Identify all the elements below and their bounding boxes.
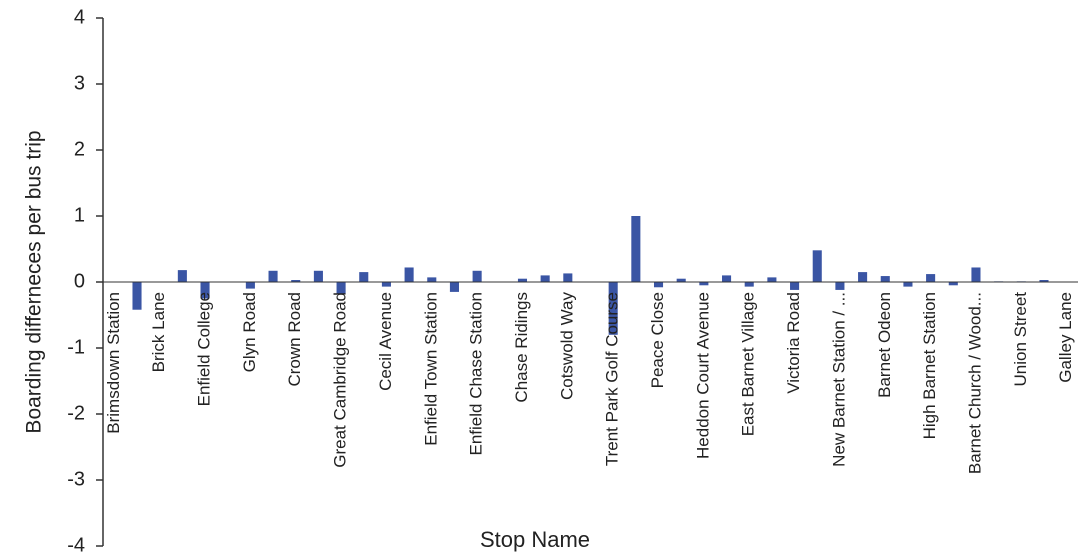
- bar: [813, 250, 822, 282]
- x-tick-label: East Barnet Village: [739, 292, 758, 436]
- bar: [881, 276, 890, 282]
- x-tick-label: Enfield Chase Station: [467, 292, 486, 456]
- x-tick-label: Peace Close: [648, 292, 667, 388]
- bar: [246, 282, 255, 289]
- y-tick-label: -1: [67, 336, 85, 358]
- x-tick-label: Cotswold Way: [557, 292, 576, 401]
- bar: [541, 275, 550, 282]
- y-tick-label: 1: [74, 204, 85, 226]
- bar: [903, 282, 912, 287]
- bar: [473, 271, 482, 282]
- bar: [132, 282, 141, 310]
- y-axis-label: Boarding differneces per bus trip: [23, 130, 46, 433]
- x-tick-label: Barnet Church / Wood...: [965, 292, 984, 474]
- bar: [790, 282, 799, 290]
- x-tick-label: Enfield Town Station: [421, 292, 440, 446]
- y-tick-label: -2: [67, 402, 85, 424]
- x-tick-label: Cecil Avenue: [376, 292, 395, 391]
- bar: [405, 267, 414, 282]
- bar: [926, 274, 935, 282]
- bar: [563, 273, 572, 282]
- bar: [269, 271, 278, 282]
- bar: [178, 270, 187, 282]
- bar: [858, 272, 867, 282]
- bar: [427, 277, 436, 282]
- x-tick-label: High Barnet Station: [920, 292, 939, 439]
- y-tick-label: 3: [74, 72, 85, 94]
- x-tick-label: Glyn Road: [240, 292, 259, 372]
- y-tick-label: 2: [74, 138, 85, 160]
- x-tick-label: Enfield College: [195, 292, 214, 406]
- x-tick-label: Chase Ridings: [512, 292, 531, 403]
- bar: [314, 271, 323, 282]
- x-tick-label: Great Cambridge Road: [331, 292, 350, 468]
- x-tick-label: Galley Lane: [1056, 292, 1075, 383]
- bar: [359, 272, 368, 282]
- bar: [654, 282, 663, 287]
- x-tick-label: Crown Road: [285, 292, 304, 387]
- bar: [767, 277, 776, 282]
- x-tick-label: Heddon Court Avenue: [693, 292, 712, 459]
- bar: [971, 267, 980, 282]
- x-tick-label: Brimsdown Station: [104, 292, 123, 434]
- bar: [631, 216, 640, 282]
- y-tick-label: 0: [74, 270, 85, 292]
- bar: [382, 282, 391, 287]
- x-tick-label: Trent Park Golf Course: [603, 292, 622, 466]
- x-tick-label: New Barnet Station / ...: [829, 292, 848, 467]
- x-tick-label: Victoria Road: [784, 292, 803, 394]
- y-tick-label: -4: [67, 534, 85, 555]
- y-tick-label: 4: [74, 6, 85, 28]
- bar: [835, 282, 844, 290]
- x-axis-label: Stop Name: [480, 527, 590, 552]
- x-tick-label: Barnet Odeon: [875, 292, 894, 398]
- bar: [745, 282, 754, 287]
- bar: [722, 275, 731, 282]
- x-tick-label: Brick Lane: [149, 292, 168, 372]
- y-tick-label: -3: [67, 468, 85, 490]
- bar: [450, 282, 459, 292]
- x-tick-label: Union Street: [1011, 292, 1030, 387]
